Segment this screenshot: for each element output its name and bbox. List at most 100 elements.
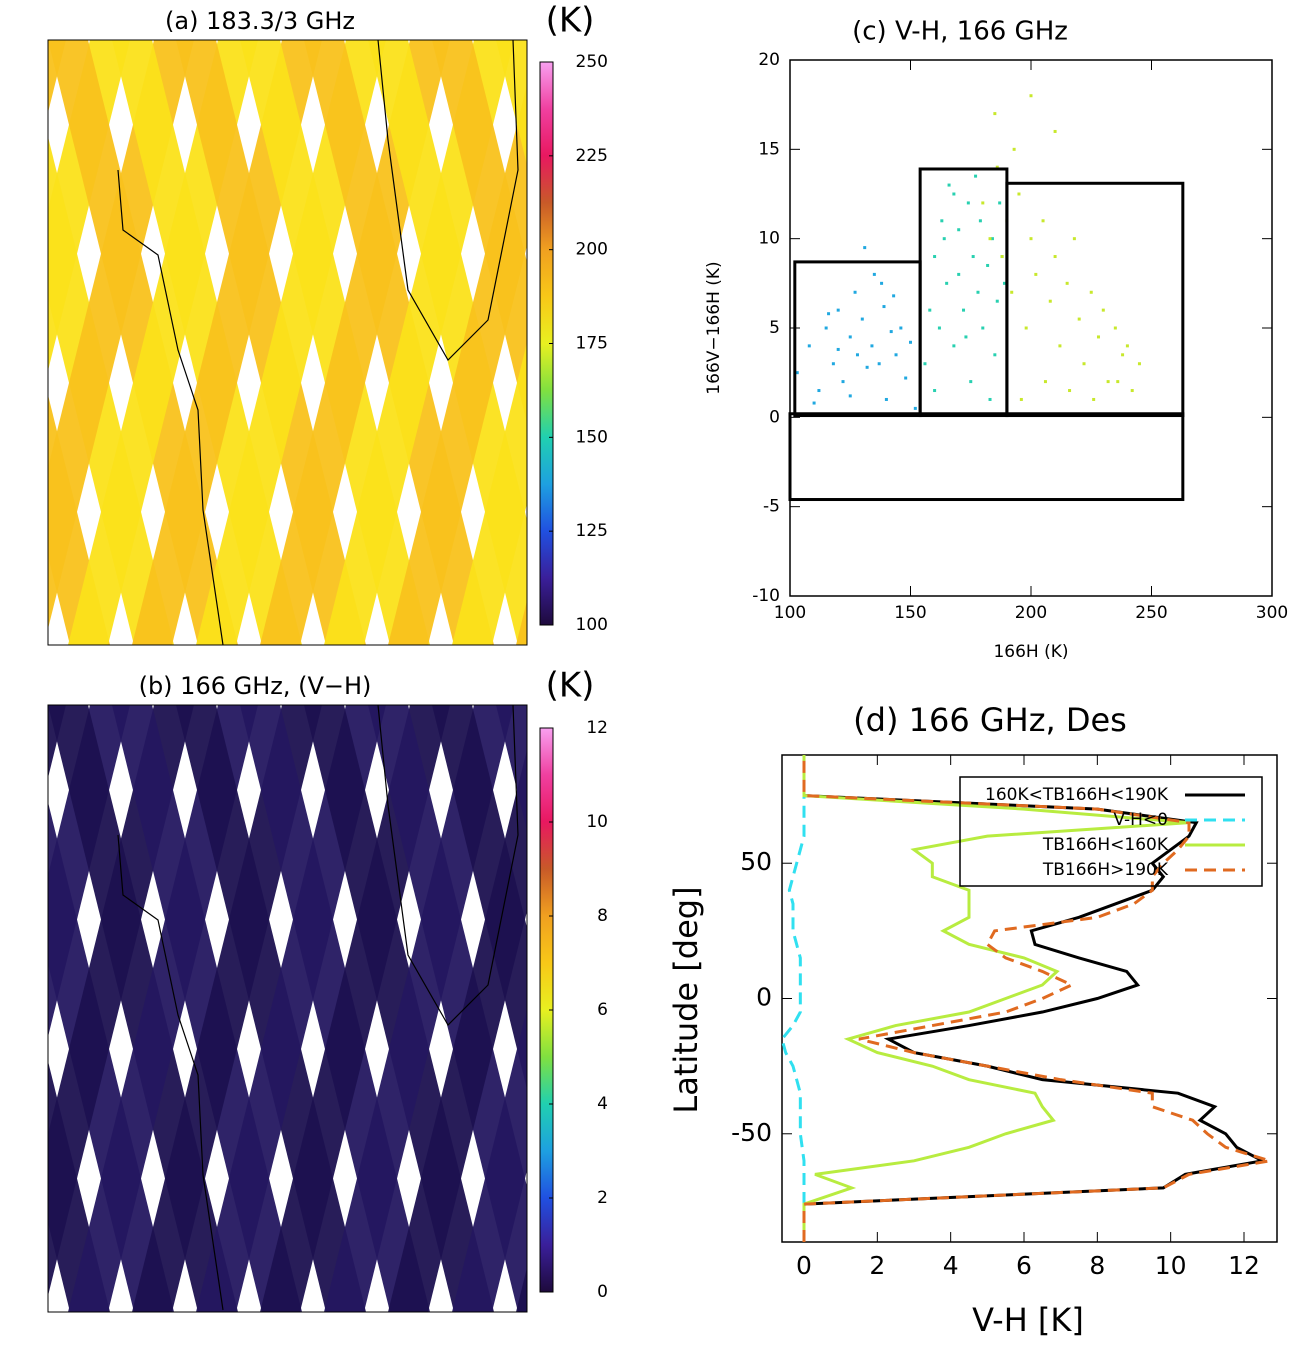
swath [900, 40, 1090, 645]
series-line [802, 755, 1267, 1242]
scatter-point [1096, 335, 1100, 339]
swath [516, 1267, 527, 1312]
scatter-point [855, 353, 859, 357]
swath [516, 600, 527, 645]
colorbar-tick-label: 8 [597, 906, 608, 926]
y-tick-label: -10 [752, 586, 780, 606]
scatter-point [981, 201, 985, 205]
scatter-point [978, 219, 982, 223]
y-tick-label: 10 [758, 229, 780, 249]
scatter-point [1010, 290, 1014, 294]
scatter-point [824, 326, 828, 330]
coastline [377, 705, 519, 1026]
swath [836, 40, 1026, 645]
y-tick-label: 0 [756, 983, 772, 1012]
scatter-point [1082, 362, 1086, 366]
scatter-point [933, 255, 937, 259]
x-axis-label: 166H (K) [993, 642, 1068, 662]
scatter-point [928, 308, 932, 312]
swath [452, 1008, 527, 1312]
scatter-point [863, 246, 867, 250]
selection-box [1005, 181, 1185, 418]
scatter-point [1130, 389, 1134, 393]
swath [688, 705, 878, 1312]
swath [708, 40, 898, 645]
scatter-point [1041, 219, 1045, 223]
colorbar-tick-label: 175 [576, 334, 608, 354]
scatter-point [998, 201, 1002, 205]
swath [196, 40, 386, 645]
scatter-point [1048, 299, 1052, 303]
swath [752, 40, 942, 645]
y-axis-label: 166V−166H (K) [704, 261, 724, 394]
swath [196, 705, 386, 1312]
colorbar-tick-label: 6 [597, 1000, 608, 1020]
colorbar-tick-label: 250 [576, 52, 608, 72]
swath [132, 40, 322, 645]
scatter-point [1125, 344, 1129, 348]
scatter-point [1019, 397, 1023, 401]
scatter-point [1137, 362, 1141, 366]
scatter-point [894, 353, 898, 357]
scatter-point [1024, 326, 1028, 330]
panel-title: (c) V-H, 166 GHz [852, 17, 1068, 47]
scatter-point [1113, 326, 1117, 330]
scatter-point [1089, 290, 1093, 294]
scatter-point [1072, 237, 1076, 241]
scatter-point [952, 344, 956, 348]
scatter-point [1092, 397, 1096, 401]
x-tick-label: 150 [894, 603, 926, 623]
colorbar-tick-label: 200 [576, 240, 608, 260]
swath [880, 40, 1070, 645]
swath [48, 136, 174, 645]
swath [580, 40, 770, 645]
scatter-point [1077, 317, 1081, 321]
x-tick-label: 100 [774, 603, 806, 623]
swath [0, 40, 46, 645]
map-frame [47, 704, 528, 1313]
swath [260, 40, 450, 645]
swath [368, 705, 527, 1312]
y-axis-label: Latitude [deg] [667, 886, 705, 1113]
scatter-point [957, 228, 961, 232]
scatter-point [865, 365, 869, 369]
scatter-point [909, 340, 912, 344]
x-tick-label: 200 [1015, 603, 1047, 623]
scatter-point [884, 397, 888, 401]
scatter-point [1068, 389, 1072, 393]
scatter-point [1106, 380, 1110, 384]
scatter-point [913, 406, 917, 410]
x-tick-label: 300 [1256, 603, 1288, 623]
swath [560, 705, 750, 1312]
scatter-point [1012, 147, 1016, 151]
scatter-point [812, 401, 816, 405]
scatter-point [836, 347, 840, 351]
scatter-point [1029, 94, 1033, 98]
scatter-point [995, 165, 999, 169]
scatter-point [974, 174, 978, 178]
map [0, 40, 1090, 645]
coastline [377, 40, 519, 361]
scatter-point [817, 389, 821, 393]
swath [68, 705, 258, 1312]
scatter-point [976, 290, 980, 294]
swath [0, 705, 2, 1312]
scatter-point [988, 397, 992, 401]
legend-box [959, 776, 1263, 887]
swath [432, 705, 527, 1090]
scatter-point [831, 362, 835, 366]
swath [772, 705, 962, 1312]
coastline [117, 834, 224, 1311]
swath [260, 705, 450, 1312]
x-tick-label: 2 [869, 1251, 885, 1280]
selection-box [918, 167, 1009, 418]
scatter-point [1043, 380, 1047, 384]
y-tick-label: 15 [758, 139, 780, 159]
series-line [802, 755, 1271, 1242]
colorbar-tick-label: 225 [576, 146, 608, 166]
y-tick-label: 0 [769, 407, 780, 427]
y-tick-label: -5 [763, 497, 780, 517]
scatter-point [945, 281, 949, 285]
scatter-point [969, 380, 973, 384]
